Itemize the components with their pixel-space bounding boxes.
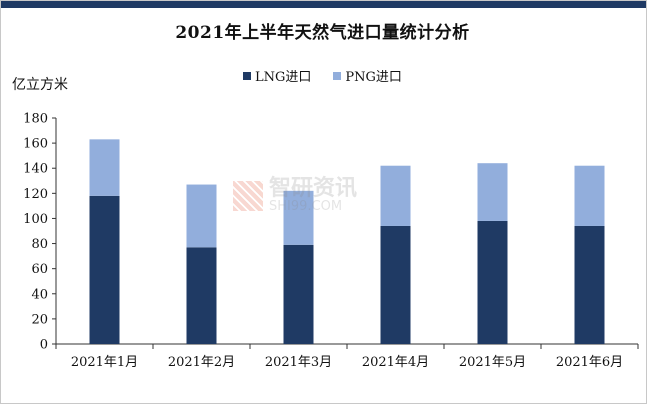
legend-label-lng: LNG进口 [255, 70, 312, 85]
bar-lng [89, 195, 120, 344]
bar-lng [186, 247, 217, 344]
chart-title: 2021年上半年天然气进口量统计分析 [175, 23, 470, 43]
bar-lng [477, 220, 508, 344]
y-tick-label: 180 [23, 112, 48, 127]
x-tick-label: 2021年6月 [556, 355, 623, 370]
y-tick-label: 40 [31, 287, 48, 302]
bar-lng [574, 225, 605, 344]
legend-swatch-png [333, 71, 342, 80]
bar-png [574, 165, 605, 226]
bar-png [283, 190, 314, 245]
x-tick-label: 2021年2月 [168, 355, 235, 370]
bar-png [477, 163, 508, 221]
legend-item-png: PNG进口 [333, 66, 402, 85]
top-accent-bar [1, 1, 646, 8]
x-tick-label: 2021年3月 [265, 355, 332, 370]
legend: LNG进口 PNG进口 [243, 66, 424, 85]
y-axis-label: 亿立方米 [12, 77, 68, 93]
y-tick-label: 60 [31, 262, 48, 277]
bar-png [380, 165, 411, 226]
bar-png [186, 184, 217, 248]
legend-swatch-lng [243, 71, 251, 80]
y-tick-label: 80 [31, 237, 48, 252]
bar-png [89, 139, 120, 196]
x-tick-label: 2021年5月 [459, 355, 526, 370]
y-tick-label: 160 [23, 137, 48, 152]
x-tick-label: 2021年4月 [362, 355, 429, 370]
y-tick-label: 100 [23, 212, 48, 227]
y-tick-label: 0 [40, 338, 48, 353]
legend-item-lng: LNG进口 [243, 66, 311, 85]
y-tick-label: 120 [23, 187, 48, 202]
bar-lng [380, 225, 411, 344]
legend-label-png: PNG进口 [345, 70, 402, 85]
y-tick-label: 20 [31, 312, 48, 327]
y-tick-label: 140 [23, 162, 48, 177]
x-tick-label: 2021年1月 [71, 355, 138, 370]
bar-lng [283, 244, 314, 344]
